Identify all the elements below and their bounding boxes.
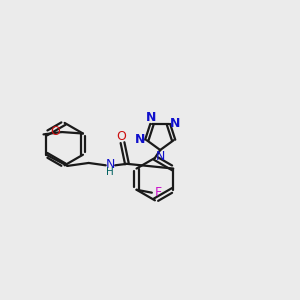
Text: O: O (116, 130, 126, 143)
Text: N: N (106, 158, 115, 171)
Text: N: N (170, 117, 180, 130)
Text: N: N (156, 150, 166, 163)
Text: H: H (106, 167, 114, 177)
Text: F: F (155, 186, 162, 199)
Text: N: N (146, 112, 157, 124)
Text: O: O (50, 125, 60, 138)
Text: N: N (135, 133, 146, 146)
